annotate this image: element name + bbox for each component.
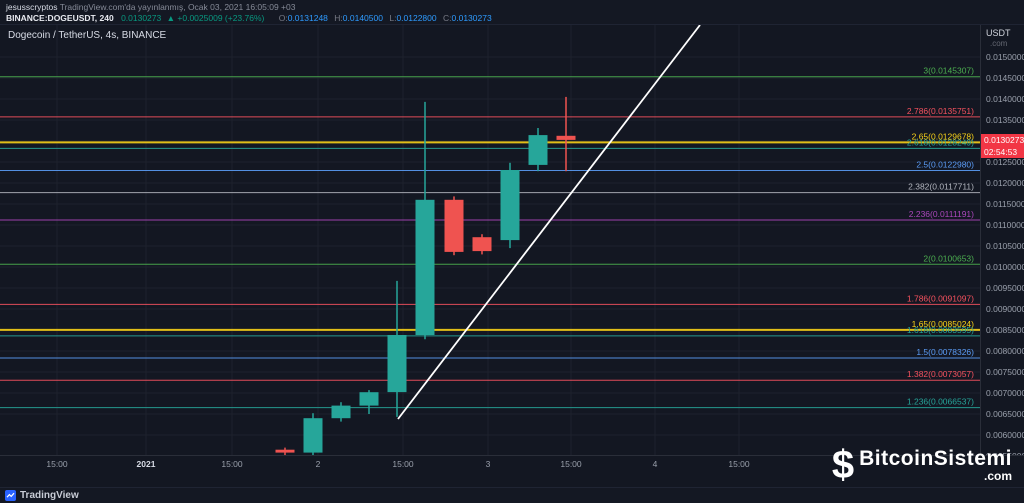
price-axis-unit: USDT bbox=[986, 28, 1011, 38]
price-tick: 0.0075000 bbox=[986, 367, 1024, 377]
price-axis[interactable]: USDT .com 0.0150000 0.0145000 0.0140000 0.0… bbox=[980, 25, 1024, 461]
price-tick: 0.0060000 bbox=[986, 430, 1024, 440]
price-tick: 0.0095000 bbox=[986, 283, 1024, 293]
svg-text:2.618(0.0128249): 2.618(0.0128249) bbox=[907, 137, 974, 147]
candlestick-chart-canvas[interactable]: 3(0.0145307) 2.786(0.0135751) 2.65(0.01296… bbox=[0, 25, 980, 455]
price-tick: 0.0105000 bbox=[986, 241, 1024, 251]
symbol-link[interactable]: BINANCE:DOGEUSDT, 240 bbox=[6, 13, 114, 23]
svg-text:2.236(0.0111191): 2.236(0.0111191) bbox=[909, 209, 974, 219]
tradingview-logo-icon[interactable] bbox=[5, 490, 16, 501]
price-tick: 0.0100000 bbox=[986, 262, 1024, 272]
price-tick: 0.0080000 bbox=[986, 346, 1024, 356]
svg-text:1.382(0.0073057): 1.382(0.0073057) bbox=[907, 369, 974, 379]
time-tick: 15:00 bbox=[46, 459, 68, 469]
price-tick: 0.0125000 bbox=[986, 157, 1024, 167]
low-value: 0.0122800 bbox=[396, 13, 437, 23]
tradingview-brand-link[interactable]: TradingView bbox=[20, 490, 79, 501]
price-tick: 0.0120000 bbox=[986, 178, 1024, 188]
svg-text:1.618(0.0083595): 1.618(0.0083595) bbox=[907, 325, 974, 335]
time-tick: 15:00 bbox=[392, 459, 414, 469]
price-tick: 0.0110000 bbox=[986, 220, 1024, 230]
price-tick: 0.0065000 bbox=[986, 409, 1024, 419]
low-label: L: bbox=[389, 13, 397, 23]
footer-bar: TradingView bbox=[0, 487, 1024, 503]
time-tick: 15:00 bbox=[728, 459, 750, 469]
time-tick: 15:00 bbox=[560, 459, 582, 469]
close-label: C: bbox=[443, 13, 452, 23]
trend-line[interactable] bbox=[397, 25, 701, 420]
watermark-tld: .com bbox=[983, 469, 1012, 483]
svg-text:2.5(0.0122980): 2.5(0.0122980) bbox=[916, 160, 974, 170]
price-tick: 0.0115000 bbox=[986, 199, 1024, 209]
symbol-legend: Dogecoin / TetherUS, 4s, BINANCE bbox=[8, 30, 167, 41]
price-tick: 0.0085000 bbox=[986, 325, 1024, 335]
time-tick: 4 bbox=[652, 459, 658, 469]
open-value: 0.0131248 bbox=[287, 13, 328, 23]
header-bar: jesusscryptos TradingView.com'da yayınla… bbox=[0, 0, 1024, 25]
open-label: O: bbox=[278, 13, 288, 23]
publisher-name: jesusscryptos bbox=[6, 2, 58, 12]
close-value: 0.0130273 bbox=[451, 13, 492, 23]
watermark-fragment: .com bbox=[990, 39, 1008, 48]
bar-countdown-badge: 02:54:53 bbox=[981, 145, 1024, 158]
svg-text:3(0.0145307): 3(0.0145307) bbox=[923, 66, 974, 76]
price-tick: 0.0150000 bbox=[986, 52, 1024, 62]
price-tick: 0.0070000 bbox=[986, 388, 1024, 398]
price-tick: 0.0135000 bbox=[986, 115, 1024, 125]
price-change: ▲ +0.0025009 (+23.76%) bbox=[166, 13, 265, 23]
last-price: 0.0130273 bbox=[121, 13, 162, 23]
fib-extension-lines[interactable] bbox=[0, 76, 980, 409]
time-tick: 2 bbox=[315, 459, 321, 469]
price-tick: 0.0090000 bbox=[986, 304, 1024, 314]
svg-text:2.786(0.0135751): 2.786(0.0135751) bbox=[907, 106, 974, 116]
symbol-info-line: BINANCE:DOGEUSDT, 240 0.0130273 ▲ +0.002… bbox=[6, 13, 1024, 24]
svg-text:2(0.0100653): 2(0.0100653) bbox=[923, 253, 974, 263]
svg-text:1.5(0.0078326): 1.5(0.0078326) bbox=[916, 347, 974, 357]
last-price-badge: 0.0130273 bbox=[981, 133, 1024, 146]
svg-text:2.382(0.0117711): 2.382(0.0117711) bbox=[908, 182, 974, 192]
high-label: H: bbox=[334, 13, 343, 23]
fib-labels: 3(0.0145307) 2.786(0.0135751) 2.65(0.01296… bbox=[907, 66, 974, 407]
time-tick: 15:00 bbox=[221, 459, 243, 469]
price-tick: 0.0140000 bbox=[986, 94, 1024, 104]
time-tick: 3 bbox=[485, 459, 491, 469]
publish-info-line: jesusscryptos TradingView.com'da yayınla… bbox=[6, 2, 1024, 13]
candles bbox=[275, 96, 576, 455]
chart-pane[interactable]: 3(0.0145307) 2.786(0.0135751) 2.65(0.01296… bbox=[0, 25, 980, 455]
high-value: 0.0140500 bbox=[342, 13, 383, 23]
time-tick: 2021 bbox=[136, 459, 156, 469]
svg-text:1.786(0.0091097): 1.786(0.0091097) bbox=[907, 293, 974, 303]
price-tick: 0.0145000 bbox=[986, 73, 1024, 83]
time-axis[interactable]: 15:00 2021 15:00 2 15:00 3 15:00 4 15:00 bbox=[0, 455, 1024, 471]
svg-text:2.65(0.0129678): 2.65(0.0129678) bbox=[912, 131, 975, 141]
svg-text:1.236(0.0066537): 1.236(0.0066537) bbox=[907, 397, 974, 407]
publish-info: TradingView.com'da yayınlanmış, Ocak 03,… bbox=[57, 2, 296, 12]
svg-text:1.65(0.0085024): 1.65(0.0085024) bbox=[912, 319, 975, 329]
